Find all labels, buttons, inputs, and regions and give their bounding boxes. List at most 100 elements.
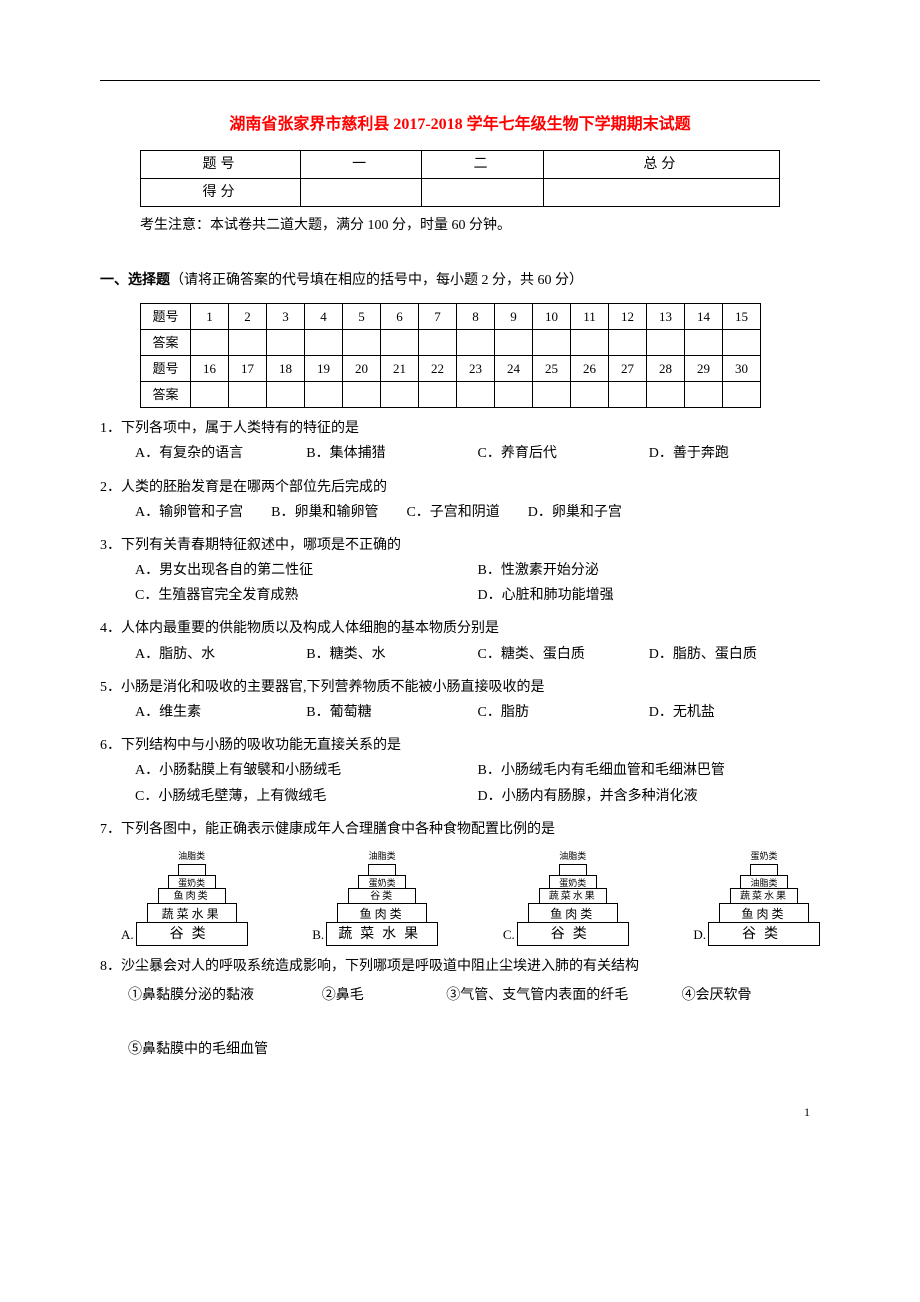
answer-blank-cell [685,382,723,408]
pyramid-level: 蛋奶类 [549,875,597,889]
answer-blank-cell [685,330,723,356]
option: C．脂肪 [478,700,649,725]
answer-num-cell: 10 [533,304,571,330]
q8-item: ①鼻黏膜分泌的黏液 [128,983,322,1008]
answer-row-label: 答案 [141,330,191,356]
pyramid-level: 油脂类 [740,875,788,889]
answer-row-label: 题号 [141,304,191,330]
score-cell-2 [422,178,543,206]
q8-sub-items: ①鼻黏膜分泌的黏液②鼻毛③气管、支气管内表面的纤毛④会厌软骨⑤鼻黏膜中的毛细血管 [100,983,820,1061]
answer-num-cell: 29 [685,356,723,382]
answer-blank-cell [343,382,381,408]
question-options: A．有复杂的语言B．集体捕猎C．养育后代D．善于奔跑 [100,441,820,466]
q8-item: ④会厌软骨 [682,983,820,1008]
answer-num-cell: 22 [419,356,457,382]
answer-blank-cell [457,382,495,408]
question-stem: 1．下列各项中，属于人类特有的特征的是 [100,416,820,441]
question-stem: 5．小肠是消化和吸收的主要器官,下列营养物质不能被小肠直接吸收的是 [100,675,820,700]
answer-blank-cell [229,382,267,408]
answer-blank-cell [343,330,381,356]
answer-blank-cell [419,382,457,408]
answer-blank-cell [419,330,457,356]
question-options: A．维生素B．葡萄糖C．脂肪D．无机盐 [100,700,820,725]
answer-num-cell: 24 [495,356,533,382]
answer-num-cell: 28 [647,356,685,382]
answer-blank-cell [723,382,761,408]
pyramid-label: C. [503,923,515,946]
answer-num-cell: 23 [457,356,495,382]
answer-blank-cell [381,330,419,356]
food-pyramid: 油脂类蛋奶类蔬菜水果鱼肉类谷类 [517,848,629,946]
option: A．有复杂的语言 [135,441,306,466]
answer-num-cell: 21 [381,356,419,382]
pyramid-option: D.蛋奶类油脂类蔬菜水果鱼肉类谷类 [693,848,820,946]
option: A．小肠黏膜上有皱襞和小肠绒毛 [135,758,478,783]
question: 5．小肠是消化和吸收的主要器官,下列营养物质不能被小肠直接吸收的是A．维生素B．… [100,675,820,725]
pyramid-label: D. [693,923,706,946]
answer-blank-cell [191,330,229,356]
answer-num-cell: 2 [229,304,267,330]
answer-row-label: 题号 [141,356,191,382]
option: C．养育后代 [478,441,649,466]
question: 1．下列各项中，属于人类特有的特征的是A．有复杂的语言B．集体捕猎C．养育后代D… [100,416,820,466]
answer-num-cell: 17 [229,356,267,382]
question: 8．沙尘暴会对人的呼吸系统造成影响，下列哪项是呼吸道中阻止尘埃进入肺的有关结构 ①… [100,954,820,1062]
option: D．小肠内有肠腺，并含多种消化液 [478,784,821,809]
answer-blank-cell [495,330,533,356]
question-stem: 3．下列有关青春期特征叙述中，哪项是不正确的 [100,533,820,558]
answer-blank-cell [305,382,343,408]
answer-num-cell: 14 [685,304,723,330]
score-cell-1 [301,178,422,206]
option: B．性激素开始分泌 [478,558,821,583]
pyramid-top-label: 油脂类 [559,848,586,864]
pyramid-top-label: 油脂类 [369,848,396,864]
pyramid-options: A.油脂类蛋奶类鱼肉类蔬菜水果谷类B.油脂类蛋奶类谷类鱼肉类蔬菜水果C.油脂类蛋… [100,848,820,946]
score-header-3: 总分 [543,150,779,178]
answer-blank-cell [571,330,609,356]
pyramid-level: 谷类 [708,922,820,946]
score-header-0: 题号 [141,150,301,178]
option: A．维生素 [135,700,306,725]
answer-num-cell: 27 [609,356,647,382]
score-cell-3 [543,178,779,206]
answer-blank-cell [495,382,533,408]
answer-num-cell: 20 [343,356,381,382]
pyramid-level: 蔬菜水果 [326,922,438,946]
answer-blank-cell [533,382,571,408]
pyramid-level: 谷类 [348,888,416,904]
q8-item: ⑤鼻黏膜中的毛细血管 [128,1037,820,1062]
pyramid-level: 蛋奶类 [168,875,216,889]
answer-blank-cell [229,330,267,356]
answer-blank-cell [723,330,761,356]
answer-blank-cell [267,382,305,408]
question-stem: 4．人体内最重要的供能物质以及构成人体细胞的基本物质分别是 [100,616,820,641]
answer-grid: 题号123456789101112131415 答案 题号16171819202… [140,303,761,408]
answer-num-cell: 4 [305,304,343,330]
answer-num-cell: 5 [343,304,381,330]
answer-blank-cell [267,330,305,356]
answer-num-cell: 7 [419,304,457,330]
q8-item: ②鼻毛 [322,983,447,1008]
option: B．糖类、水 [306,642,477,667]
question-options: A．脂肪、水B．糖类、水C．糖类、蛋白质D．脂肪、蛋白质 [100,642,820,667]
pyramid-top-label: 油脂类 [178,848,205,864]
pyramid-level: 谷类 [517,922,629,946]
score-table: 题号 一 二 总分 得分 [140,150,780,207]
answer-num-cell: 8 [457,304,495,330]
answer-blank-cell [381,382,419,408]
pyramid-option: C.油脂类蛋奶类蔬菜水果鱼肉类谷类 [503,848,629,946]
option: B．葡萄糖 [306,700,477,725]
question: 2．人类的胚胎发育是在哪两个部位先后完成的A．输卵管和子宫 B．卵巢和输卵管 C… [100,475,820,525]
answer-blank-cell [609,382,647,408]
food-pyramid: 油脂类蛋奶类鱼肉类蔬菜水果谷类 [136,848,248,946]
exam-title: 湖南省张家界市慈利县 2017-2018 学年七年级生物下学期期末试题 [100,111,820,140]
pyramid-level: 鱼肉类 [158,888,226,904]
option: D．心脏和肺功能增强 [478,583,821,608]
pyramid-option: B.油脂类蛋奶类谷类鱼肉类蔬菜水果 [312,848,438,946]
food-pyramid: 油脂类蛋奶类谷类鱼肉类蔬菜水果 [326,848,438,946]
pyramid-option: A.油脂类蛋奶类鱼肉类蔬菜水果谷类 [121,848,248,946]
answer-blank-cell [533,330,571,356]
score-header-1: 一 [301,150,422,178]
answer-num-cell: 9 [495,304,533,330]
question-stem: 8．沙尘暴会对人的呼吸系统造成影响，下列哪项是呼吸道中阻止尘埃进入肺的有关结构 [100,954,820,979]
